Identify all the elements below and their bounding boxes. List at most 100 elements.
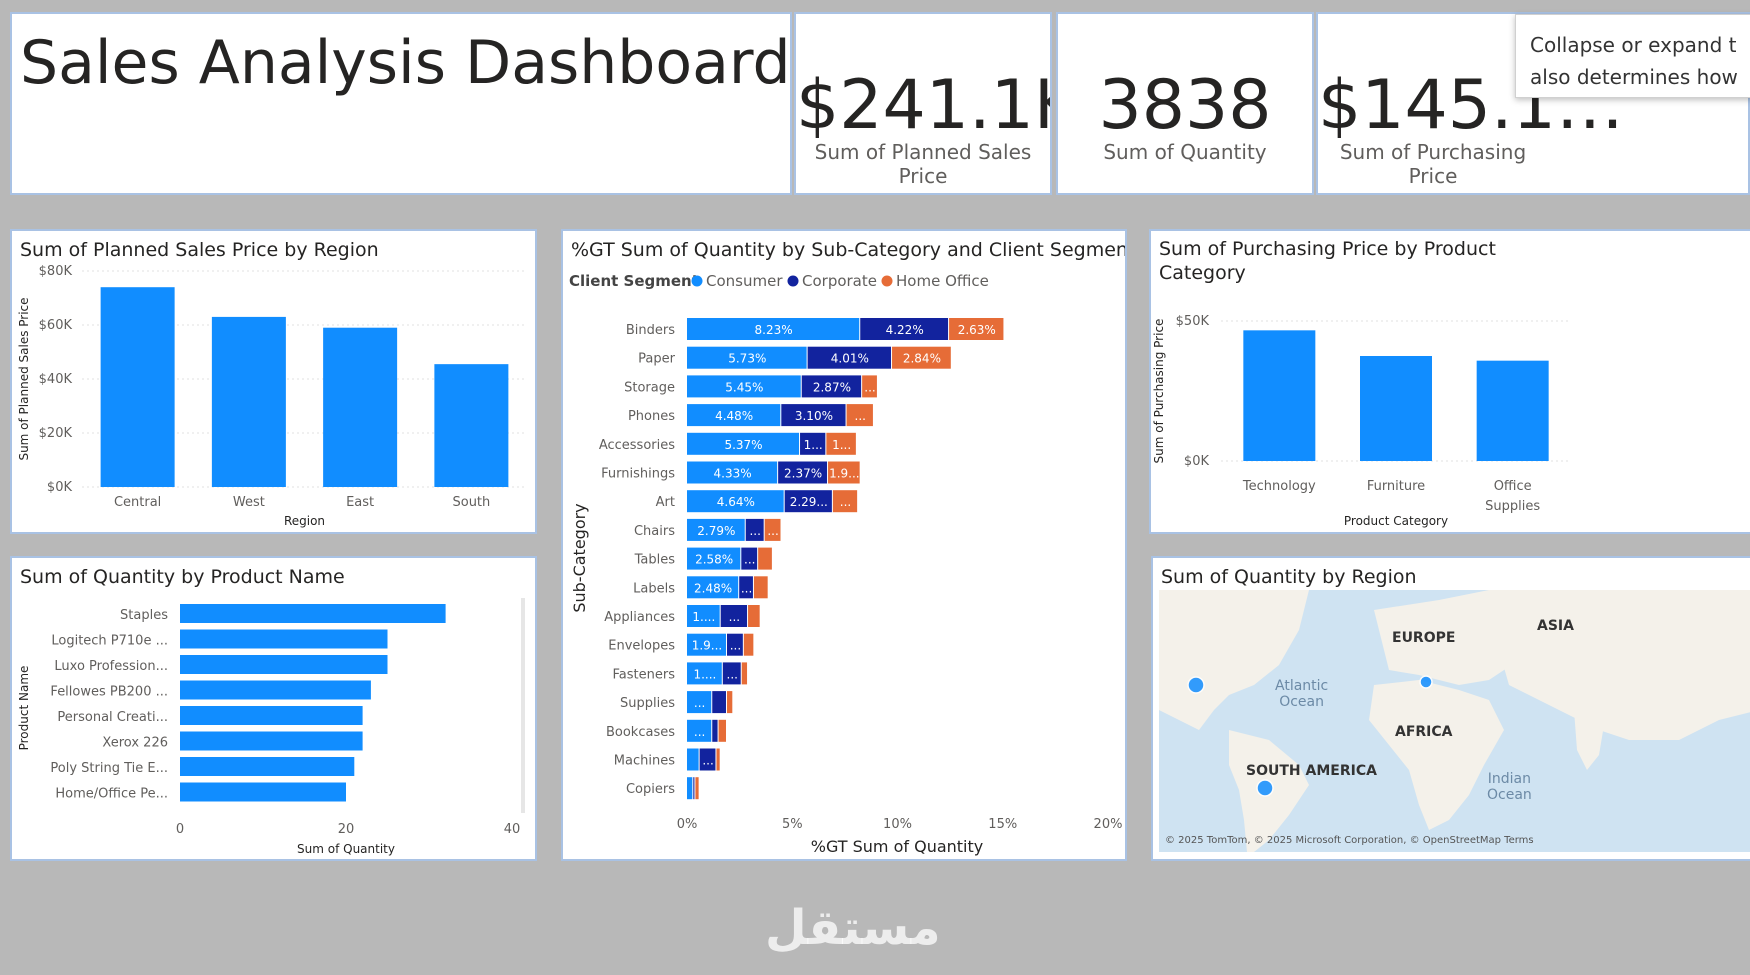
map-label-asia: ASIA (1537, 618, 1574, 634)
stack-segment (712, 691, 726, 714)
y-tick-label: Staples (120, 608, 168, 623)
card-label: Sum of Quantity (1103, 140, 1267, 164)
data-label: 8.23% (755, 323, 793, 337)
data-label: 1... (804, 438, 823, 452)
map-label-africa: AFRICA (1395, 724, 1453, 740)
card-planned-sales[interactable]: $241.1K Sum of Planned Sales Price (794, 12, 1052, 195)
y-tick-label: Chairs (634, 524, 675, 539)
x-tick-label: Furniture (1367, 479, 1425, 494)
bar (180, 757, 355, 776)
x-tick-label: 10% (883, 817, 912, 832)
indian-line-1: Indian (1487, 771, 1532, 787)
purchase-category-chart[interactable]: Sum of Purchasing Price by Product Categ… (1149, 229, 1750, 534)
x-axis-title: Product Category (1344, 514, 1448, 528)
data-label: 4.22% (886, 323, 924, 337)
stack-segment (687, 404, 781, 427)
bar (180, 731, 363, 751)
x-tick-label: West (233, 495, 265, 510)
product-quantity-svg: Staples Logitech P710e ... Luxo Profession… (17, 598, 525, 856)
stack-segment (687, 605, 720, 627)
subcategory-segment-chart[interactable]: %GT Sum of Quantity by Sub-Category and … (561, 229, 1127, 861)
x-tick-label: 20% (1094, 817, 1123, 832)
x-tick-label: Technology (1242, 479, 1316, 494)
stack-segment (687, 777, 693, 800)
y-tick-label: Logitech P710e ... (51, 634, 168, 649)
north-america-shape (1159, 590, 1309, 730)
y-tick-label: Art (656, 495, 675, 510)
card-value: 3838 (1098, 66, 1272, 145)
y-axis-title: Sub-Category (570, 503, 589, 612)
data-label: 1... (832, 438, 851, 452)
stack-segment (846, 404, 873, 427)
data-label: ... (694, 725, 705, 739)
y-tick-label: Binders (626, 323, 675, 338)
y-tick-label: Poly String Tie E... (50, 761, 168, 776)
data-label: ... (730, 639, 741, 653)
y-tick-label: Fasteners (613, 667, 676, 682)
y-tick-label: Accessories (599, 438, 675, 453)
y-axis-title: Sum of Planned Sales Price (17, 297, 31, 460)
y-axis-title: Sum of Purchasing Price (1152, 319, 1166, 464)
data-label: 1.9... (692, 639, 723, 653)
stack-segment (687, 461, 778, 484)
y-tick-label: $60K (39, 318, 73, 333)
title-panel: Sales Analysis Dashboard (10, 12, 792, 195)
data-label: ... (749, 524, 760, 538)
bar (180, 706, 363, 725)
bar (323, 327, 398, 487)
x-tick-label: Central (114, 495, 161, 510)
data-label: ... (744, 553, 755, 567)
y-tick-label: $80K (39, 264, 73, 279)
data-label: ... (855, 409, 866, 423)
product-quantity-chart[interactable]: Sum of Quantity by Product Name Staples L… (10, 556, 537, 861)
y-tick-label: $50K (1176, 314, 1210, 329)
data-label: 1.9... (829, 467, 860, 481)
bar (434, 364, 509, 487)
stack-segment (687, 432, 800, 455)
data-label: 2.79% (697, 524, 735, 538)
y-tick-label: Labels (633, 581, 675, 596)
stack-segment (687, 691, 712, 714)
map-label-south-america: SOUTH AMERICA (1246, 763, 1377, 779)
y-tick-label: Machines (614, 754, 675, 769)
x-axis-title: Region (284, 514, 325, 528)
stack-segment (693, 777, 695, 800)
stack-segment (860, 318, 949, 340)
stack-segment (687, 662, 722, 685)
data-label: 5.73% (728, 352, 766, 366)
stack-segment (687, 518, 745, 541)
stack-segment (695, 777, 699, 800)
bar (1476, 360, 1549, 461)
tooltip-line-1: Collapse or expand t (1530, 33, 1737, 57)
data-label: 2.29... (790, 495, 828, 509)
x-tick-label: Supplies (1485, 499, 1540, 514)
x-tick-label: 0% (677, 817, 698, 832)
tooltip-line-2: also determines how (1530, 65, 1738, 89)
data-label: ... (864, 380, 875, 394)
x-tick-label: Office (1494, 479, 1532, 494)
y-tick-label: Supplies (620, 696, 675, 711)
subcategory-svg: Client Segment Consumer Corporate Home Offi… (569, 272, 1123, 856)
card-quantity[interactable]: 3838 Sum of Quantity (1056, 12, 1314, 195)
stack-segment (712, 719, 718, 742)
card-value: $145.1… (1318, 66, 1624, 145)
data-label: ... (694, 696, 705, 710)
region-quantity-map-panel[interactable]: Sum of Quantity by Region EUROPE ASIA AF… (1151, 556, 1750, 861)
stack-segment (828, 461, 860, 484)
stack-segment (741, 547, 758, 570)
y-tick-label: Appliances (604, 610, 675, 625)
stack-segment (687, 748, 699, 771)
stack-segment (687, 576, 739, 599)
data-label: 1.... (693, 667, 716, 681)
purchase-category-svg: $0K $50K Technology Furniture Office Supplies… (1152, 314, 1571, 528)
data-label: 4.33% (714, 467, 752, 481)
data-label: 2.48% (694, 581, 732, 595)
card-label: Sum of Purchasing Price (1339, 140, 1527, 188)
region-sales-chart[interactable]: Sum of Planned Sales Price by Region $0K… (10, 229, 537, 534)
legend-marker (881, 275, 893, 287)
world-map[interactable]: EUROPE ASIA AFRICA SOUTH AMERICA Atlanti… (1159, 590, 1750, 852)
stack-segment (764, 518, 781, 541)
data-label: 1.... (692, 610, 715, 624)
x-axis-title: Sum of Quantity (297, 842, 395, 856)
legend-entry: Corporate (802, 272, 877, 290)
